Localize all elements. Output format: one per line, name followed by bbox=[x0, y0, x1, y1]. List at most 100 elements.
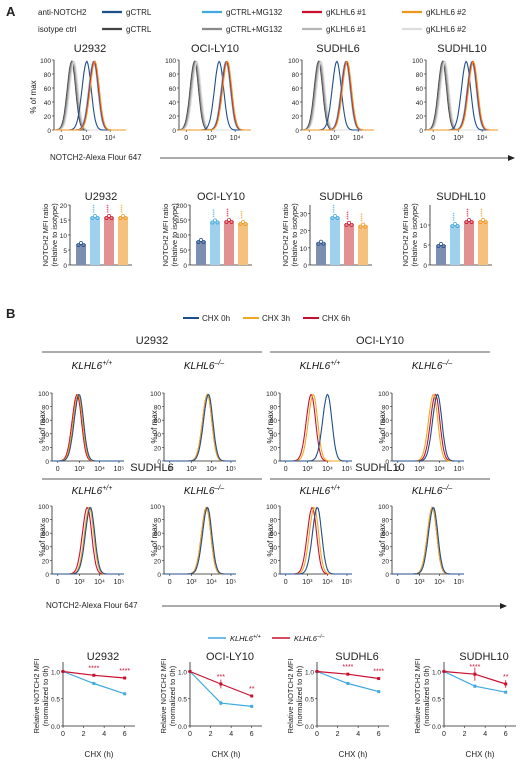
line-x-axis-label: CHX (h) bbox=[85, 750, 114, 759]
legend-row-label: anti-NOTCH2 bbox=[38, 8, 87, 17]
data-point bbox=[346, 672, 350, 676]
significance-stars: *** bbox=[217, 674, 225, 681]
genotype-label: KLHL6+/+ bbox=[300, 485, 341, 497]
y-tick-label: 0 bbox=[63, 263, 67, 270]
hist-b-y-axis-label: % of max bbox=[378, 410, 387, 443]
histogram-a-u2932: U2932 0 20 40 60 80 100 0 10³ 10⁴ bbox=[40, 43, 126, 142]
y-label-line: (normalized to 0h) bbox=[41, 665, 50, 726]
y-tick-label: 0 bbox=[273, 459, 277, 466]
significance-stars: **** bbox=[121, 204, 127, 213]
y-tick-label: 80 bbox=[292, 72, 300, 79]
line-y-axis-label: Relative NOTCH2 MFI(normalized to 0h) bbox=[159, 658, 177, 733]
chx-curve-0h bbox=[164, 393, 236, 462]
x-tick-label: 10⁴ bbox=[94, 579, 105, 586]
x-tick-label: 10⁵ bbox=[114, 579, 125, 586]
y-tick-label: 80 bbox=[382, 405, 390, 412]
y-tick-label: 60 bbox=[42, 531, 50, 538]
y-tick-label: 20 bbox=[292, 114, 300, 121]
treated-curve bbox=[179, 60, 251, 131]
line-y-axis-label: Relative NOTCH2 MFI(normalized to 0h) bbox=[286, 658, 304, 733]
y-tick-label: 0 bbox=[423, 263, 427, 270]
legend-entry-label: KLHL6–/– bbox=[294, 634, 326, 643]
x-tick-label: 0 bbox=[307, 135, 311, 142]
x-tick-label: 10⁴ bbox=[353, 135, 364, 142]
y-tick-label: 0.5 bbox=[51, 697, 60, 704]
x-tick-label: 10³ bbox=[206, 135, 217, 142]
data-point bbox=[377, 690, 381, 694]
data-point bbox=[219, 701, 223, 705]
data-point bbox=[213, 218, 217, 223]
y-tick-label: 80 bbox=[382, 518, 390, 525]
data-point bbox=[90, 216, 95, 220]
y-tick-label: 100 bbox=[38, 504, 49, 511]
data-point bbox=[315, 669, 319, 673]
data-point bbox=[504, 682, 508, 686]
cell-line-title: SUDHL6 bbox=[335, 651, 378, 663]
data-point bbox=[250, 694, 254, 698]
significance-stars: **** bbox=[467, 208, 473, 217]
significance-stars: ** bbox=[249, 686, 255, 693]
y-tick-label: 20 bbox=[270, 558, 278, 565]
y-label-line: NOTCH2 MFI ratio bbox=[161, 204, 170, 267]
y-tick-label: 0.0 bbox=[432, 724, 441, 731]
legend-entry-label: gCTRL+MG132 bbox=[226, 8, 283, 17]
genotype-label: KLHL6+/+ bbox=[300, 360, 341, 372]
y-tick-label: 20 bbox=[382, 558, 390, 565]
cell-line-title: SUDHL6 bbox=[319, 191, 362, 203]
data-point bbox=[455, 224, 460, 228]
y-label-line: Relative NOTCH2 MFI bbox=[32, 658, 41, 733]
genotype-name: KLHL6 bbox=[184, 361, 215, 372]
y-tick-label: 60 bbox=[154, 531, 162, 538]
data-point bbox=[238, 222, 243, 226]
genotype-name: KLHL6 bbox=[300, 486, 331, 497]
chx-curve-0h bbox=[392, 506, 464, 575]
significance-stars: **** bbox=[119, 668, 130, 675]
data-point bbox=[109, 216, 114, 220]
y-tick-label: 40 bbox=[382, 432, 390, 439]
y-tick-label: 60 bbox=[154, 418, 162, 425]
y-tick-label: 0.5 bbox=[178, 697, 187, 704]
y-tick-label: 0 bbox=[295, 128, 299, 135]
x-tick-label: 10³ bbox=[74, 466, 85, 473]
data-point bbox=[121, 214, 125, 218]
data-point bbox=[188, 669, 192, 673]
genotype-superscript: –/– bbox=[213, 485, 224, 492]
x-tick-label: 10³ bbox=[453, 135, 464, 142]
significance-stars: **** bbox=[373, 669, 384, 676]
y-tick-label: 0 bbox=[183, 263, 187, 270]
y-tick-label: 60 bbox=[270, 531, 278, 538]
data-point bbox=[104, 216, 109, 220]
x-tick-label: 4 bbox=[483, 731, 487, 738]
chx-curve-0h bbox=[52, 506, 124, 575]
treated-curve bbox=[54, 60, 126, 131]
data-point bbox=[219, 682, 223, 686]
y-tick-label: 0.0 bbox=[305, 724, 314, 731]
cell-line-title: SUDHL6 bbox=[316, 43, 359, 55]
x-tick-label: 0 bbox=[168, 466, 172, 473]
y-tick-label: 80 bbox=[42, 518, 50, 525]
genotype-superscript: +/+ bbox=[330, 485, 340, 492]
genotype-label: KLHL6–/– bbox=[412, 485, 452, 497]
cell-line-title: OCI-LY10 bbox=[206, 651, 254, 663]
y-label-line: Relative NOTCH2 MFI bbox=[413, 658, 422, 733]
data-point bbox=[467, 218, 471, 222]
legend-entry-label: gKLHL6 #2 bbox=[426, 25, 467, 34]
data-point bbox=[473, 684, 477, 688]
y-tick-label: 20 bbox=[169, 114, 177, 121]
y-tick-label: 40 bbox=[154, 545, 162, 552]
bar bbox=[436, 245, 446, 265]
y-tick-label: 150 bbox=[176, 218, 187, 225]
y-tick-label: 100 bbox=[150, 504, 161, 511]
data-point bbox=[227, 217, 231, 222]
x-tick-label: 10³ bbox=[74, 579, 85, 586]
data-point bbox=[344, 222, 349, 227]
legend-entry-label: gKLHL6 #2 bbox=[426, 8, 467, 17]
x-tick-label: 10³ bbox=[302, 579, 313, 586]
x-tick-label: 0 bbox=[284, 579, 288, 586]
cell-line-title: SUDHL10 bbox=[436, 191, 486, 203]
y-tick-label: 80 bbox=[169, 72, 177, 79]
line-x-axis-label: CHX (h) bbox=[466, 750, 495, 759]
data-point bbox=[439, 242, 443, 246]
